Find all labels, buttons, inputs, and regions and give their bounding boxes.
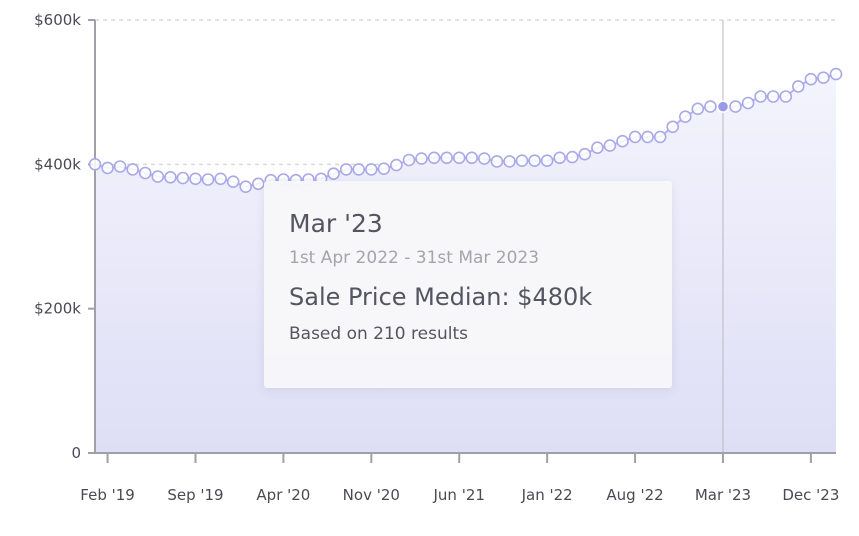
data-point-43[interactable] bbox=[628, 130, 642, 144]
data-point-27[interactable] bbox=[427, 151, 441, 165]
data-point-28[interactable] bbox=[440, 151, 454, 165]
data-point-41[interactable] bbox=[603, 139, 617, 152]
data-point-20[interactable] bbox=[339, 163, 353, 176]
data-point-48[interactable] bbox=[691, 102, 705, 116]
data-point-34[interactable] bbox=[515, 154, 529, 167]
data-point-29[interactable] bbox=[452, 151, 466, 165]
y-tick-label-2: $400k bbox=[34, 155, 81, 173]
data-point-25[interactable] bbox=[402, 153, 416, 167]
x-tick-label-3: Nov '20 bbox=[343, 486, 400, 504]
data-point-56[interactable] bbox=[791, 80, 805, 93]
data-point-11[interactable] bbox=[226, 175, 240, 188]
data-point-58[interactable] bbox=[817, 71, 830, 84]
data-point-19[interactable] bbox=[327, 167, 340, 180]
tooltip-title: Mar '23 bbox=[289, 209, 383, 238]
x-tick-label-8: Dec '23 bbox=[782, 486, 839, 504]
data-point-37[interactable] bbox=[553, 151, 567, 165]
hover-tooltip: Mar '23 1st Apr 2022 - 31st Mar 2023 Sal… bbox=[264, 181, 672, 388]
data-point-3[interactable] bbox=[126, 163, 139, 176]
tooltip-value: Sale Price Median: $480k bbox=[289, 283, 593, 311]
data-point-9[interactable] bbox=[201, 173, 215, 186]
y-tick-label-1: $200k bbox=[34, 300, 81, 318]
data-point-35[interactable] bbox=[528, 154, 541, 167]
data-point-32[interactable] bbox=[490, 155, 504, 168]
data-point-10[interactable] bbox=[214, 172, 227, 186]
data-point-13[interactable] bbox=[251, 177, 265, 191]
x-tick-label-4: Jun '21 bbox=[433, 486, 485, 504]
x-tick-label-7: Mar '23 bbox=[695, 486, 751, 504]
data-point-45[interactable] bbox=[653, 130, 667, 144]
data-point-33[interactable] bbox=[503, 155, 516, 168]
y-tick-label-3: $600k bbox=[34, 11, 81, 29]
tooltip-date-range: 1st Apr 2022 - 31st Mar 2023 bbox=[289, 248, 540, 268]
y-tick-label-0: 0 bbox=[71, 444, 81, 462]
data-point-51[interactable] bbox=[729, 100, 742, 113]
data-point-12[interactable] bbox=[239, 180, 252, 193]
data-point-24[interactable] bbox=[390, 158, 403, 172]
x-tick-label-6: Aug '22 bbox=[606, 486, 663, 504]
data-point-21[interactable] bbox=[352, 163, 366, 176]
data-point-55[interactable] bbox=[779, 90, 793, 103]
data-point-53[interactable] bbox=[754, 90, 767, 103]
data-point-42[interactable] bbox=[616, 134, 629, 148]
data-point-1[interactable] bbox=[101, 161, 114, 175]
data-point-39[interactable] bbox=[578, 147, 592, 161]
data-point-57[interactable] bbox=[804, 72, 818, 86]
data-point-47[interactable] bbox=[678, 110, 692, 123]
data-point-52[interactable] bbox=[741, 96, 755, 110]
data-point-38[interactable] bbox=[565, 150, 579, 164]
x-tick-label-0: Feb '19 bbox=[80, 486, 135, 504]
data-point-8[interactable] bbox=[189, 172, 202, 186]
x-tick-label-5: Jan '22 bbox=[521, 486, 573, 504]
data-point-2[interactable] bbox=[113, 160, 127, 173]
data-point-30[interactable] bbox=[465, 151, 479, 165]
tooltip-note: Based on 210 results bbox=[289, 324, 468, 344]
data-point-highlighted[interactable] bbox=[716, 100, 730, 113]
data-point-31[interactable] bbox=[477, 152, 491, 165]
data-point-4[interactable] bbox=[138, 166, 152, 180]
data-point-46[interactable] bbox=[666, 120, 680, 134]
data-point-0[interactable] bbox=[88, 158, 102, 171]
data-markers[interactable] bbox=[88, 67, 843, 193]
data-point-54[interactable] bbox=[766, 90, 780, 103]
data-point-36[interactable] bbox=[540, 154, 554, 167]
data-point-7[interactable] bbox=[176, 171, 190, 185]
data-point-59[interactable] bbox=[829, 67, 843, 81]
data-point-23[interactable] bbox=[377, 162, 391, 175]
data-point-40[interactable] bbox=[591, 141, 604, 154]
x-tick-label-1: Sep '19 bbox=[167, 486, 223, 504]
x-tick-label-2: Apr '20 bbox=[256, 486, 310, 504]
data-point-22[interactable] bbox=[364, 163, 378, 176]
data-point-44[interactable] bbox=[641, 130, 654, 144]
tick-labels: 0 $200k $400k $600k Feb '19 Sep '19 Apr '20 Nov… bbox=[34, 11, 839, 504]
data-point-6[interactable] bbox=[164, 171, 177, 184]
data-point-49[interactable] bbox=[704, 100, 717, 113]
data-point-26[interactable] bbox=[415, 152, 428, 165]
data-point-5[interactable] bbox=[151, 170, 165, 183]
